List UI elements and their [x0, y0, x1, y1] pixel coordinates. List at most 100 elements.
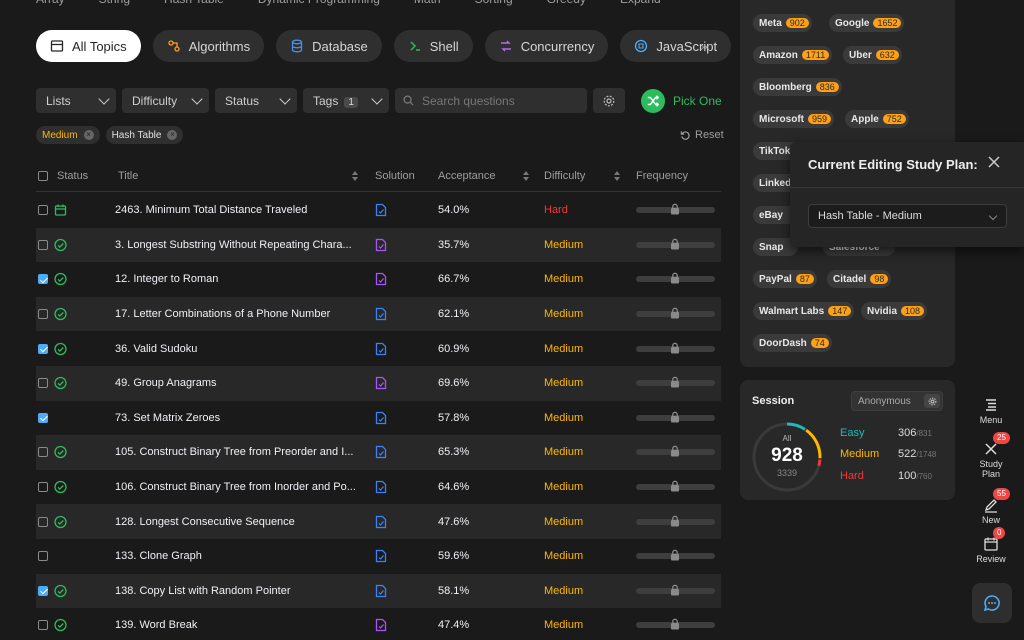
table-row[interactable]: 133. Clone Graph 59.6% Medium [36, 539, 721, 574]
top-tag[interactable]: String [99, 0, 146, 6]
row-checkbox[interactable] [38, 620, 48, 631]
status-select[interactable]: Status [215, 88, 297, 113]
row-checkbox[interactable] [38, 482, 48, 493]
company-tag[interactable]: Bloomberg 836 [753, 78, 842, 96]
table-row[interactable]: 3. Longest Substring Without Repeating C… [36, 227, 721, 263]
lists-select[interactable]: Lists [36, 88, 116, 113]
reset-button[interactable]: Reset [680, 129, 724, 141]
select-all-checkbox[interactable] [38, 171, 48, 181]
acceptance-value: 64.6% [438, 481, 470, 494]
remove-chip-icon[interactable]: × [83, 130, 94, 140]
problem-title-link[interactable]: 49. Group Anagrams [115, 377, 217, 390]
header-title[interactable]: Title [118, 170, 139, 182]
row-checkbox[interactable] [38, 585, 48, 596]
chat-button[interactable] [972, 583, 1012, 623]
level-count: 522/1748 [898, 448, 936, 460]
tags-select[interactable]: Tags 1 [303, 88, 389, 113]
company-tag[interactable]: Google 1652 [829, 14, 905, 32]
company-tag[interactable]: Uber 632 [843, 46, 902, 64]
table-row[interactable]: 17. Letter Combinations of a Phone Numbe… [36, 296, 721, 332]
problem-title-link[interactable]: 73. Set Matrix Zeroes [115, 411, 221, 424]
row-checkbox[interactable] [38, 378, 48, 389]
table-row[interactable]: 106. Construct Binary Tree from Inorder … [36, 470, 721, 505]
top-tag[interactable]: Expand [620, 0, 661, 6]
sort-icon[interactable] [352, 171, 358, 181]
table-row[interactable]: 49. Group Anagrams 69.6% Medium [36, 365, 721, 401]
header-acceptance[interactable]: Acceptance [438, 170, 496, 182]
close-icon[interactable] [986, 154, 1002, 170]
topic-tab-algorithms[interactable]: Algorithms [152, 30, 265, 62]
sort-icon[interactable] [614, 171, 620, 181]
gear-icon[interactable] [924, 394, 940, 408]
topic-tab-shell[interactable]: Shell [393, 30, 473, 62]
top-tag[interactable]: Array [36, 0, 81, 6]
company-tag[interactable]: DoorDash 74 [753, 334, 832, 352]
row-checkbox[interactable] [38, 516, 48, 527]
row-checkbox[interactable] [38, 274, 48, 285]
company-tag[interactable]: PayPal 87 [753, 270, 817, 288]
sort-icon[interactable] [523, 171, 529, 181]
problem-title-link[interactable]: 139. Word Break [115, 619, 198, 632]
table-row[interactable]: 73. Set Matrix Zeroes 57.8% Medium [36, 401, 721, 436]
table-row[interactable]: 128. Longest Consecutive Sequence 47.6% Me… [36, 504, 721, 539]
company-tag[interactable]: Citadel 98 [827, 270, 892, 288]
row-checkbox[interactable] [38, 412, 48, 423]
top-tag[interactable]: Math [414, 0, 457, 6]
table-row[interactable]: 105. Construct Binary Tree from Preorder… [36, 435, 721, 470]
row-checkbox[interactable] [38, 309, 48, 320]
company-tag[interactable]: Walmart Labs 147 [753, 302, 855, 320]
toolbar-new[interactable]: New 55 [974, 488, 1010, 525]
problem-title-link[interactable]: 106. Construct Binary Tree from Inorder … [115, 481, 356, 494]
company-tag[interactable]: Snap [753, 238, 799, 256]
top-tag[interactable]: Hash Table [164, 0, 240, 6]
problem-title-link[interactable]: 12. Integer to Roman [115, 273, 219, 286]
settings-button[interactable] [593, 88, 625, 113]
company-tag[interactable]: Apple 752 [845, 110, 909, 128]
topic-tab-all-topics[interactable]: All Topics [36, 30, 141, 62]
row-checkbox[interactable] [38, 551, 48, 562]
toolbar-study-plan[interactable]: Study Plan 25 [974, 432, 1010, 479]
row-checkbox[interactable] [38, 239, 48, 250]
session-select[interactable]: Anonymous [851, 391, 943, 411]
problem-title-link[interactable]: 133. Clone Graph [115, 550, 202, 563]
row-checkbox[interactable] [38, 447, 48, 458]
topic-tab-database[interactable]: Database [276, 30, 382, 62]
top-tag[interactable]: Sorting [475, 0, 529, 6]
top-tag[interactable]: Dynamic Programming [258, 0, 396, 6]
chevron-down-icon [98, 92, 110, 105]
pick-one-button[interactable]: Pick One [641, 88, 722, 113]
table-row[interactable]: 139. Word Break 47.4% Medium [36, 608, 721, 640]
difficulty-select[interactable]: Difficulty [122, 88, 209, 113]
company-tag[interactable]: Meta 902 [753, 14, 812, 32]
header-difficulty[interactable]: Difficulty [544, 170, 586, 182]
problem-title-link[interactable]: 17. Letter Combinations of a Phone Numbe… [115, 308, 331, 321]
row-checkbox[interactable] [38, 205, 48, 216]
row-checkbox[interactable] [38, 343, 48, 354]
study-plan-select[interactable]: Hash Table - Medium [808, 204, 1007, 228]
company-tag[interactable]: Nvidia 108 [861, 302, 928, 320]
company-tag[interactable]: eBay [753, 206, 798, 224]
problem-title-link[interactable]: 138. Copy List with Random Pointer [115, 584, 291, 597]
search-box [395, 88, 587, 113]
table-row[interactable]: 12. Integer to Roman 66.7% Medium [36, 262, 721, 297]
problem-title-link[interactable]: 3. Longest Substring Without Repeating C… [115, 238, 352, 251]
more-topics-icon[interactable]: » [700, 38, 708, 54]
acceptance-value: 66.7% [438, 273, 470, 286]
problem-title-link[interactable]: 128. Longest Consecutive Sequence [115, 515, 295, 528]
topic-tab-javascript[interactable]: JavaScript [620, 30, 732, 62]
table-row[interactable]: 36. Valid Sudoku 60.9% Medium [36, 331, 721, 366]
topic-tab-concurrency[interactable]: Concurrency [484, 30, 609, 62]
problem-title-link[interactable]: 36. Valid Sudoku [115, 342, 198, 355]
problem-title-link[interactable]: 2463. Minimum Total Distance Traveled [115, 204, 308, 217]
table-row[interactable]: 2463. Minimum Total Distance Traveled 54.… [36, 193, 721, 228]
company-tag[interactable]: Microsoft 959 [753, 110, 835, 128]
remove-chip-icon[interactable]: × [167, 130, 178, 140]
toolbar-menu[interactable]: Menu [974, 397, 1008, 425]
problem-title-link[interactable]: 105. Construct Binary Tree from Preorder… [115, 446, 354, 459]
toolbar-review[interactable]: Review 0 [974, 527, 1008, 564]
search-input[interactable] [422, 93, 572, 108]
acceptance-value: 58.1% [438, 584, 470, 597]
table-row[interactable]: 138. Copy List with Random Pointer 58.1% M… [36, 573, 721, 609]
top-tag[interactable]: Greedy [547, 0, 602, 6]
company-tag[interactable]: Amazon 1711 [753, 46, 833, 64]
